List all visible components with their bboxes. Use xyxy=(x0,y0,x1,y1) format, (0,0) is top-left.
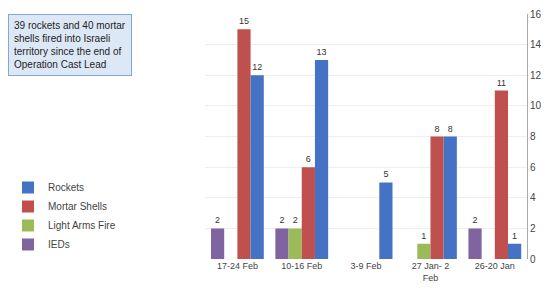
svg-text:10: 10 xyxy=(530,100,542,111)
svg-text:3-9 Feb: 3-9 Feb xyxy=(351,261,382,271)
svg-text:15: 15 xyxy=(239,16,249,26)
svg-text:Rockets: Rockets xyxy=(48,182,84,193)
svg-text:14: 14 xyxy=(530,39,542,50)
svg-text:6: 6 xyxy=(306,154,311,164)
svg-text:13: 13 xyxy=(317,47,327,57)
svg-text:4: 4 xyxy=(530,192,536,203)
svg-text:8: 8 xyxy=(435,124,440,134)
svg-text:1: 1 xyxy=(421,231,426,241)
svg-text:1: 1 xyxy=(512,231,517,241)
svg-text:8: 8 xyxy=(530,131,536,142)
svg-text:11: 11 xyxy=(497,78,506,88)
svg-text:16: 16 xyxy=(530,9,542,20)
svg-text:Mortar Shells: Mortar Shells xyxy=(48,201,107,212)
svg-text:26-20 Jan: 26-20 Jan xyxy=(475,261,515,271)
svg-text:10-16 Feb: 10-16 Feb xyxy=(281,261,322,271)
svg-text:17-24 Feb: 17-24 Feb xyxy=(217,261,258,271)
svg-text:12: 12 xyxy=(252,62,262,72)
svg-text:5: 5 xyxy=(383,169,388,179)
svg-text:27 Jan- 2Feb: 27 Jan- 2Feb xyxy=(412,261,450,283)
svg-text:IEDs: IEDs xyxy=(48,239,70,250)
svg-text:2: 2 xyxy=(279,215,284,225)
svg-text:2: 2 xyxy=(293,215,298,225)
svg-text:Light Arms Fire: Light Arms Fire xyxy=(48,220,116,231)
svg-text:12: 12 xyxy=(530,70,542,81)
svg-text:8: 8 xyxy=(448,124,453,134)
svg-text:0: 0 xyxy=(530,254,536,265)
svg-text:39 rockets and 40 mortarshells: 39 rockets and 40 mortarshells fired int… xyxy=(14,20,126,70)
svg-text:2: 2 xyxy=(473,215,478,225)
svg-text:6: 6 xyxy=(530,162,536,173)
svg-text:2: 2 xyxy=(215,215,220,225)
svg-text:2: 2 xyxy=(530,223,536,234)
